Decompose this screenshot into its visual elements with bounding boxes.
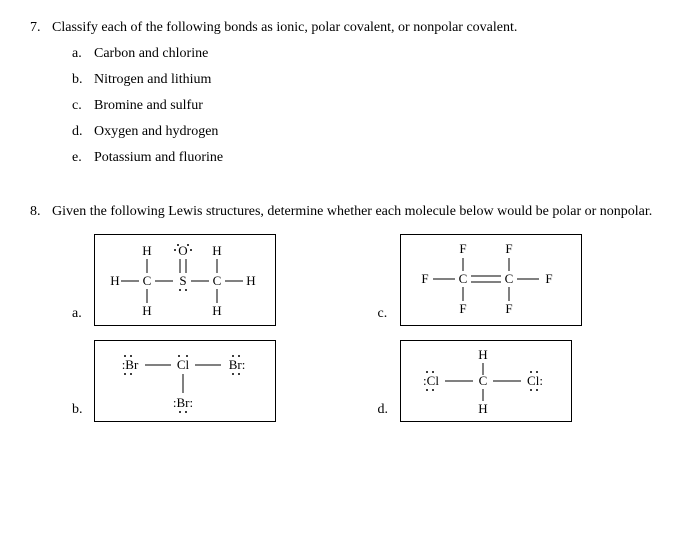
svg-text:H: H — [478, 401, 487, 416]
svg-text:Cl: Cl — [177, 357, 190, 372]
q7-item: b. Nitrogen and lithium — [72, 72, 663, 88]
structure-b-wrap: b. :Br Cl Br: — [72, 340, 358, 422]
q7-item-label: a. — [72, 46, 94, 62]
q7-item: e. Potassium and fluorine — [72, 150, 663, 166]
svg-text::Br:: :Br: — [173, 395, 193, 410]
svg-text:C: C — [504, 271, 513, 286]
svg-text:C: C — [458, 271, 467, 286]
q7-item-label: c. — [72, 98, 94, 114]
svg-text:C: C — [213, 273, 222, 288]
svg-text:F: F — [505, 301, 512, 316]
q7-item-text: Carbon and chlorine — [94, 46, 208, 62]
question-8: 8. Given the following Lewis structures,… — [30, 204, 663, 436]
structure-c-wrap: c. F C C — [378, 234, 664, 326]
svg-text:H: H — [212, 243, 221, 258]
structure-a-wrap: a. H C S — [72, 234, 358, 326]
structures-row: a. H C S — [52, 234, 663, 436]
q7-row: 7. Classify each of the following bonds … — [30, 20, 663, 176]
q8-row: 8. Given the following Lewis structures,… — [30, 204, 663, 436]
svg-text::Br: :Br — [122, 357, 139, 372]
q7-item-label: b. — [72, 72, 94, 88]
structure-d-label: d. — [378, 402, 400, 418]
svg-text:F: F — [505, 241, 512, 256]
q7-item-label: e. — [72, 150, 94, 166]
q7-item-text: Bromine and sulfur — [94, 98, 203, 114]
svg-text:O: O — [178, 243, 187, 258]
structure-a-svg: H C S C H H — [95, 235, 275, 325]
svg-text:Cl:: Cl: — [527, 373, 543, 388]
structure-b-box: :Br Cl Br: :Br: — [94, 340, 276, 422]
q7-item: a. Carbon and chlorine — [72, 46, 663, 62]
svg-text:Br:: Br: — [229, 357, 246, 372]
q7-item-text: Nitrogen and lithium — [94, 72, 211, 88]
structure-c-svg: F C C F F — [401, 235, 581, 325]
q7-text: Classify each of the following bonds as … — [52, 20, 517, 35]
structure-a-label: a. — [72, 306, 94, 322]
structure-d-box: :Cl C Cl: H H — [400, 340, 572, 422]
svg-text:H: H — [246, 273, 255, 288]
svg-text:F: F — [421, 271, 428, 286]
q7-item: c. Bromine and sulfur — [72, 98, 663, 114]
q7-item-text: Oxygen and hydrogen — [94, 124, 218, 140]
col-left: a. H C S — [52, 234, 358, 436]
q7-sublist: a. Carbon and chlorine b. Nitrogen and l… — [52, 46, 663, 166]
q7-item-label: d. — [72, 124, 94, 140]
col-right: c. F C C — [358, 234, 664, 436]
svg-text:H: H — [142, 303, 151, 318]
svg-text:H: H — [212, 303, 221, 318]
structure-d-wrap: d. :Cl C Cl: — [378, 340, 664, 422]
svg-text:C: C — [478, 373, 487, 388]
svg-text:H: H — [110, 273, 119, 288]
q8-number: 8. — [30, 204, 52, 436]
q7-item: d. Oxygen and hydrogen — [72, 124, 663, 140]
svg-text:F: F — [545, 271, 552, 286]
svg-text:C: C — [143, 273, 152, 288]
structure-a-box: H C S C H H — [94, 234, 276, 326]
structure-d-svg: :Cl C Cl: H H — [401, 341, 571, 421]
svg-text:H: H — [478, 347, 487, 362]
q8-text: Given the following Lewis structures, de… — [52, 204, 652, 219]
svg-text::Cl: :Cl — [423, 373, 439, 388]
q7-number: 7. — [30, 20, 52, 176]
structure-b-svg: :Br Cl Br: :Br: — [95, 341, 275, 421]
svg-text:F: F — [459, 241, 466, 256]
question-7: 7. Classify each of the following bonds … — [30, 20, 663, 176]
q7-body: Classify each of the following bonds as … — [52, 20, 663, 176]
structure-c-label: c. — [378, 306, 400, 322]
q8-body: Given the following Lewis structures, de… — [52, 204, 663, 436]
svg-text:H: H — [142, 243, 151, 258]
structure-b-label: b. — [72, 402, 94, 418]
structure-c-box: F C C F F — [400, 234, 582, 326]
q7-item-text: Potassium and fluorine — [94, 150, 223, 166]
svg-text:S: S — [179, 273, 186, 288]
svg-text:F: F — [459, 301, 466, 316]
